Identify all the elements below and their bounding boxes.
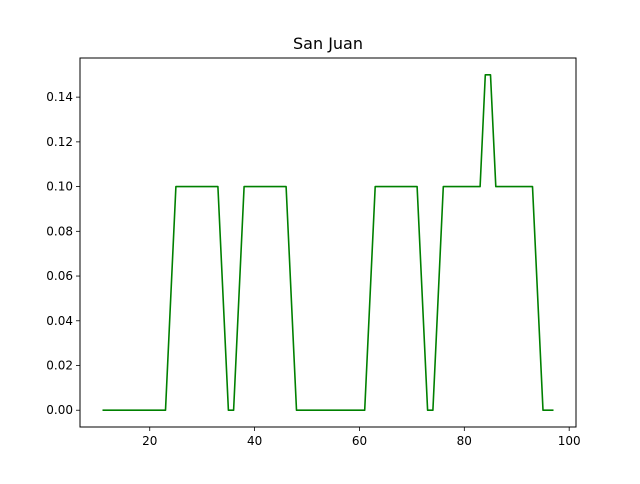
y-axis-ticks: 0.00 0.02 0.04 0.06 0.08 0.10 0.12 0.14: [46, 90, 80, 417]
y-tick-label: 0.04: [46, 314, 73, 328]
x-tick-label: 20: [142, 434, 157, 448]
y-tick-label: 0.10: [46, 180, 73, 194]
y-tick-label: 0.08: [46, 224, 73, 238]
axes-frame: [79, 57, 577, 428]
x-tick-label: 40: [247, 434, 262, 448]
chart-title: San Juan: [293, 34, 363, 53]
y-tick-label: 0.00: [46, 403, 73, 417]
plot-area: [80, 58, 576, 427]
y-tick-label: 0.12: [46, 135, 73, 149]
series-line-0: [102, 74, 554, 412]
x-tick-label: 60: [352, 434, 367, 448]
y-tick-label: 0.14: [46, 90, 73, 104]
y-tick-label: 0.06: [46, 269, 73, 283]
x-tick-label: 100: [558, 434, 581, 448]
series-layer: [102, 74, 554, 412]
y-tick-label: 0.02: [46, 359, 73, 373]
x-axis-ticks: 20 40 60 80 100: [142, 427, 581, 448]
x-tick-label: 80: [457, 434, 472, 448]
